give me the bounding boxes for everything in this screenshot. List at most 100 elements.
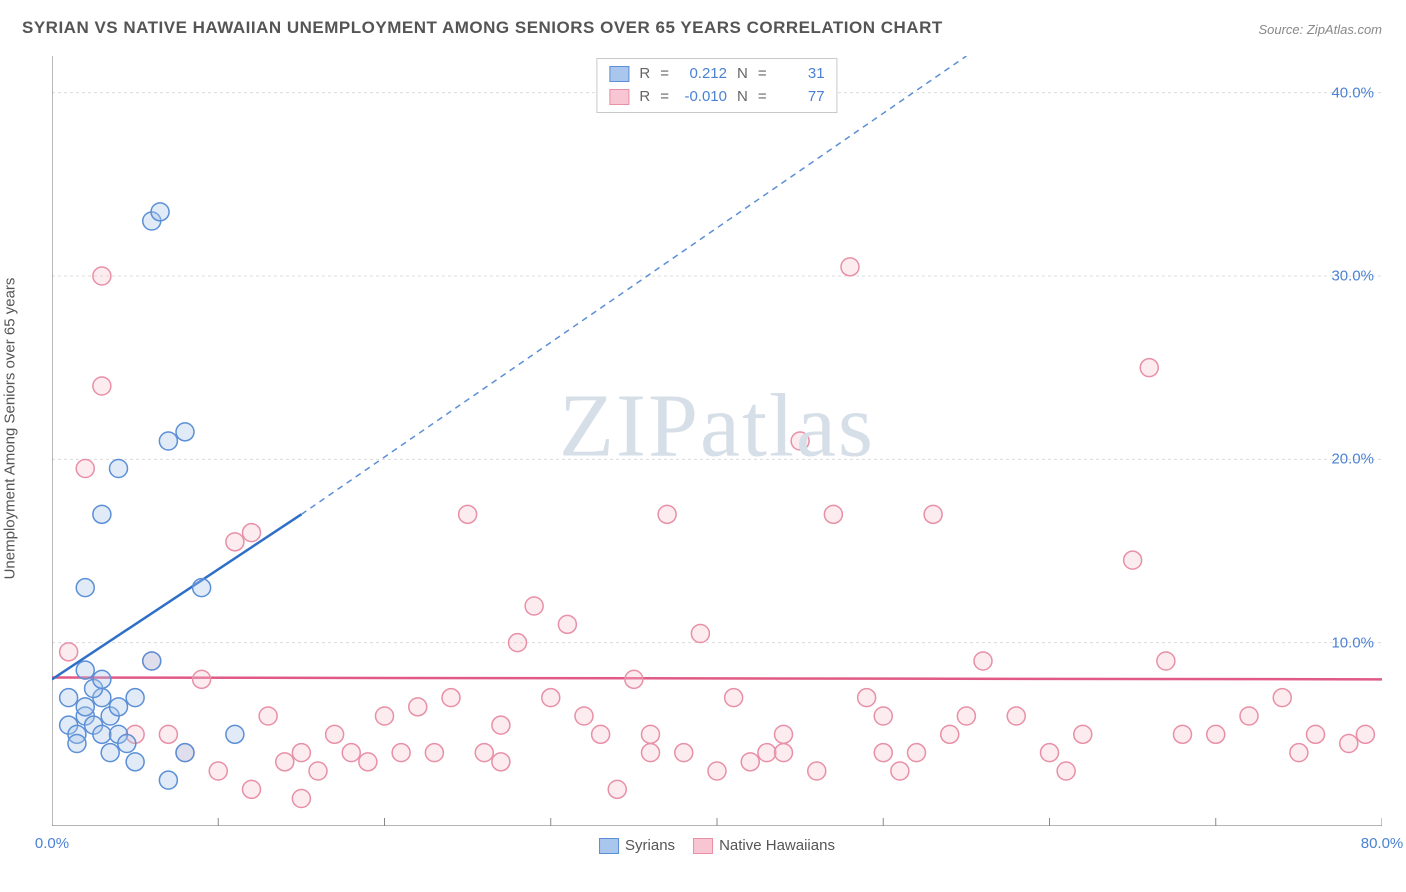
data-point	[874, 707, 892, 725]
trendline-native-hawaiians	[52, 678, 1382, 680]
data-point	[1140, 359, 1158, 377]
legend-eq: =	[660, 63, 669, 86]
data-point	[675, 744, 693, 762]
data-point	[1273, 689, 1291, 707]
data-point	[858, 689, 876, 707]
data-point	[243, 780, 261, 798]
data-point	[176, 423, 194, 441]
data-point	[193, 579, 211, 597]
data-point	[376, 707, 394, 725]
data-point	[957, 707, 975, 725]
data-point	[558, 615, 576, 633]
data-point	[276, 753, 294, 771]
data-point	[159, 771, 177, 789]
data-point	[93, 377, 111, 395]
data-point	[642, 744, 660, 762]
data-point	[409, 698, 427, 716]
data-point	[118, 735, 136, 753]
data-point	[1290, 744, 1308, 762]
data-point	[475, 744, 493, 762]
data-point	[1074, 725, 1092, 743]
data-point	[492, 716, 510, 734]
data-point	[775, 744, 793, 762]
data-point	[76, 698, 94, 716]
data-point	[1041, 744, 1059, 762]
data-point	[342, 744, 360, 762]
data-point	[110, 460, 128, 478]
correlation-legend: R = 0.212 N = 31 R = -0.010 N = 77	[596, 58, 837, 113]
legend-r-label: R	[639, 86, 650, 109]
data-point	[326, 725, 344, 743]
trendline-syrians	[52, 514, 301, 679]
data-point	[93, 670, 111, 688]
data-point	[309, 762, 327, 780]
legend-label-hawaiians: Native Hawaiians	[719, 837, 835, 854]
y-tick-label: 10.0%	[1331, 634, 1374, 651]
data-point	[176, 744, 194, 762]
data-point	[725, 689, 743, 707]
data-point	[1356, 725, 1374, 743]
x-tick-label: 80.0%	[1361, 835, 1404, 852]
legend-r-label: R	[639, 63, 650, 86]
data-point	[525, 597, 543, 615]
data-point	[658, 505, 676, 523]
data-point	[442, 689, 460, 707]
data-point	[1174, 725, 1192, 743]
data-point	[874, 744, 892, 762]
data-point	[243, 524, 261, 542]
legend-n-label: N	[737, 63, 748, 86]
legend-n-value-syrians: 31	[777, 63, 825, 86]
chart-area: ZIPatlas R = 0.212 N = 31 R = -0.010 N =…	[52, 56, 1382, 826]
data-point	[1007, 707, 1025, 725]
data-point	[93, 505, 111, 523]
data-point	[226, 533, 244, 551]
data-point	[60, 643, 78, 661]
data-point	[143, 652, 161, 670]
y-tick-label: 40.0%	[1331, 84, 1374, 101]
data-point	[76, 579, 94, 597]
legend-n-value-hawaiians: 77	[777, 86, 825, 109]
data-point	[1124, 551, 1142, 569]
data-point	[708, 762, 726, 780]
data-point	[509, 634, 527, 652]
data-point	[608, 780, 626, 798]
legend-swatch-hawaiians	[609, 89, 629, 105]
data-point	[1340, 735, 1358, 753]
data-point	[575, 707, 593, 725]
series-legend: Syrians Native Hawaiians	[599, 837, 835, 854]
data-point	[974, 652, 992, 670]
chart-title: SYRIAN VS NATIVE HAWAIIAN UNEMPLOYMENT A…	[22, 18, 943, 38]
legend-r-value-syrians: 0.212	[679, 63, 727, 86]
data-point	[226, 725, 244, 743]
x-tick-label: 0.0%	[35, 835, 69, 852]
legend-swatch-syrians	[609, 66, 629, 82]
data-point	[642, 725, 660, 743]
legend-item-hawaiians: Native Hawaiians	[693, 837, 835, 854]
data-point	[259, 707, 277, 725]
data-point	[741, 753, 759, 771]
legend-eq: =	[758, 86, 767, 109]
legend-swatch-icon	[693, 838, 713, 854]
legend-eq: =	[660, 86, 669, 109]
legend-r-value-hawaiians: -0.010	[679, 86, 727, 109]
legend-item-syrians: Syrians	[599, 837, 675, 854]
data-point	[60, 689, 78, 707]
data-point	[68, 735, 86, 753]
data-point	[1307, 725, 1325, 743]
data-point	[908, 744, 926, 762]
data-point	[941, 725, 959, 743]
data-point	[758, 744, 776, 762]
data-point	[824, 505, 842, 523]
data-point	[110, 698, 128, 716]
data-point	[126, 689, 144, 707]
legend-row-hawaiians: R = -0.010 N = 77	[609, 86, 824, 109]
data-point	[1157, 652, 1175, 670]
data-point	[592, 725, 610, 743]
data-point	[292, 744, 310, 762]
data-point	[1240, 707, 1258, 725]
legend-n-label: N	[737, 86, 748, 109]
data-point	[76, 460, 94, 478]
data-point	[359, 753, 377, 771]
data-point	[101, 744, 119, 762]
data-point	[292, 790, 310, 808]
